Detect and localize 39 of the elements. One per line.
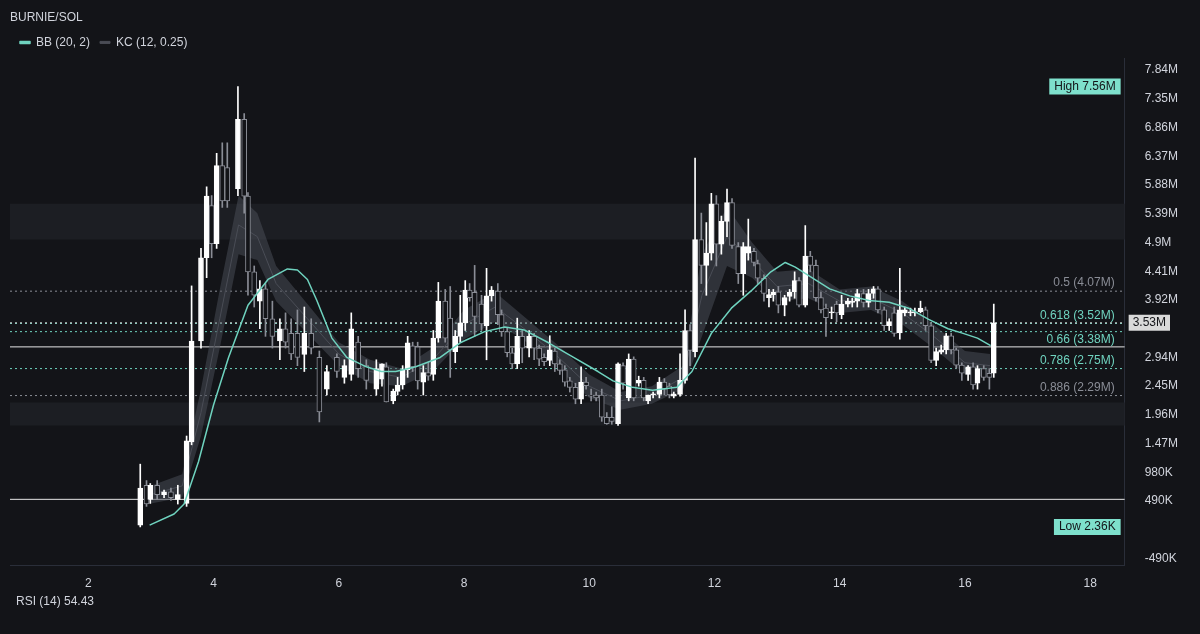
y-tick-label: 7.84M bbox=[1144, 62, 1179, 77]
y-tick-label: 980K bbox=[1144, 464, 1173, 479]
annotation: Low 2.36K bbox=[1058, 519, 1116, 534]
y-tick-label: 2.94M bbox=[1144, 349, 1179, 364]
text: RSI (14) 54.43 bbox=[16, 593, 95, 608]
x-tick-label: 18 bbox=[1083, 576, 1098, 591]
ref-line-label: 0.66 (3.38M) bbox=[1046, 331, 1115, 346]
x-tick-label: 2 bbox=[84, 576, 92, 591]
y-tick-label: 1.96M bbox=[1144, 407, 1179, 422]
ref-line-label: 0.618 (3.52M) bbox=[1039, 307, 1115, 322]
ref-line-label: 0.886 (2.29M) bbox=[1039, 379, 1115, 394]
y-tick-label: 4.9M bbox=[1144, 234, 1172, 249]
x-tick-label: 4 bbox=[210, 576, 218, 591]
legend-label: BB (20, 2) bbox=[36, 34, 91, 49]
y-tick-label: 1.47M bbox=[1144, 435, 1179, 450]
y-tick-label: 7.35M bbox=[1144, 91, 1179, 106]
y-tick-label: 5.39M bbox=[1144, 206, 1179, 221]
x-tick-label: 16 bbox=[958, 576, 972, 591]
y-tick-label: 5.88M bbox=[1144, 177, 1179, 192]
y-tick-label: 2.45M bbox=[1144, 378, 1179, 393]
x-tick-label: 14 bbox=[833, 576, 847, 591]
x-tick-label: 8 bbox=[460, 576, 468, 591]
y-tick-label: 3.92M bbox=[1144, 292, 1179, 307]
y-tick-label: 490K bbox=[1144, 493, 1173, 508]
x-tick-label: 10 bbox=[582, 576, 597, 591]
candlestick bbox=[588, 388, 594, 402]
chart-title: BURNIE/SOL bbox=[10, 9, 84, 24]
ref-line-label: 0.5 (4.07M) bbox=[1053, 275, 1115, 290]
y-tick-label: 4.41M bbox=[1144, 263, 1179, 278]
y-tick-label: -490K bbox=[1144, 550, 1177, 565]
legend-label: KC (12, 0.25) bbox=[116, 34, 188, 49]
x-tick-label: 12 bbox=[707, 576, 722, 591]
annotation: High 7.56M bbox=[1054, 78, 1116, 93]
y-tick-label: 6.37M bbox=[1144, 148, 1179, 163]
candlestick bbox=[766, 289, 772, 308]
ref-line-label: 0.786 (2.75M) bbox=[1039, 352, 1115, 367]
x-tick-label: 6 bbox=[335, 576, 343, 591]
y-tick-label: 6.86M bbox=[1144, 119, 1179, 134]
ref-line-label: 3.53M bbox=[1132, 315, 1167, 330]
